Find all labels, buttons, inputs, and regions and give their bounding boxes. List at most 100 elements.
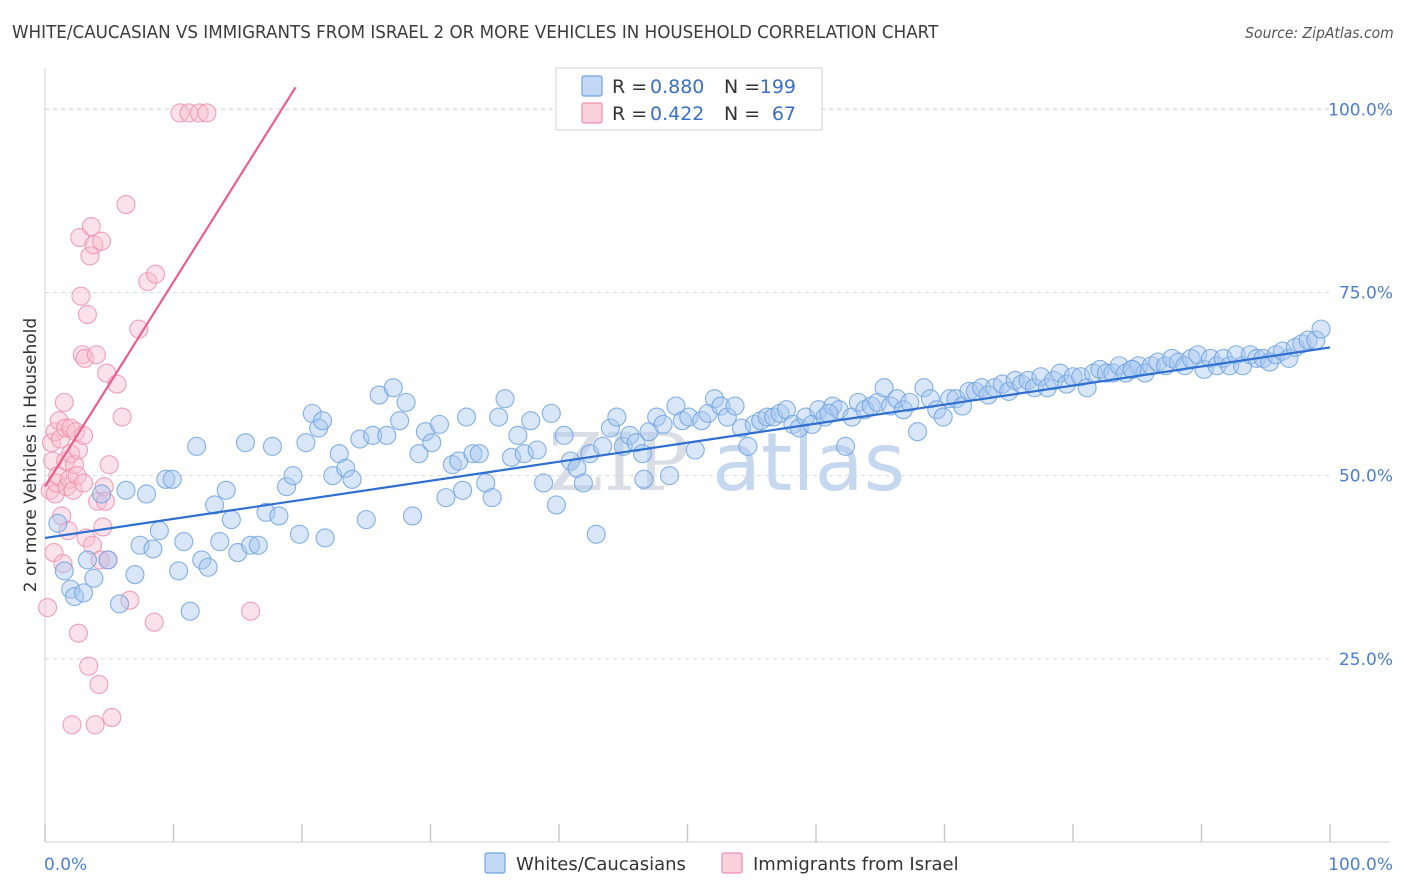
legend-swatch-whites-bottom (484, 852, 506, 874)
whites-point (98, 550, 118, 570)
whites-point (1122, 359, 1142, 379)
whites-point (248, 535, 268, 555)
whites-point (534, 473, 554, 493)
whites-point (1226, 345, 1246, 365)
whites-point (383, 378, 403, 398)
israel-point (189, 103, 209, 123)
whites-point (409, 444, 429, 464)
whites-point (541, 403, 561, 423)
whites-point (495, 389, 515, 409)
whites-point (514, 444, 534, 464)
whites-point (192, 550, 212, 570)
x-tick-label: 100.0% (1328, 855, 1393, 875)
whites-point (607, 407, 627, 427)
whites-point (626, 433, 646, 453)
whites-point (848, 392, 868, 412)
watermark: ZIP atlas (548, 416, 905, 509)
series-legend: Whites/Caucasians Immigrants from Israel (484, 852, 959, 875)
legend-r-value-whites: 0.880 (650, 76, 704, 98)
whites-point (836, 436, 856, 456)
whites-point (210, 532, 230, 552)
israel-point (120, 590, 140, 610)
whites-point (116, 480, 136, 500)
israel-point (91, 231, 112, 251)
whites-point (283, 466, 303, 486)
whites-point (880, 396, 901, 416)
whites-point (1018, 370, 1038, 390)
whites-point (1109, 356, 1129, 376)
whites-point (659, 466, 680, 486)
israel-point (94, 477, 114, 497)
whites-point (620, 425, 640, 445)
israel-point (53, 554, 73, 574)
israel-point (93, 517, 113, 537)
legend-swatch-israel-bottom (721, 852, 743, 874)
whites-point (74, 583, 94, 603)
y-axis-label: 2 or more Vehicles in Household (21, 318, 41, 592)
whites-point (456, 407, 477, 427)
whites-point (216, 480, 236, 500)
trend-lines (44, 86, 1331, 540)
legend-label-israel: Immigrants from Israel (753, 854, 959, 875)
whites-point (84, 568, 104, 588)
whites-point (54, 561, 74, 581)
whites-point (685, 440, 705, 460)
whites-point (586, 524, 606, 544)
legend-swatch-whites (581, 75, 603, 97)
whites-point (634, 469, 654, 489)
series-whites-points (48, 319, 1331, 621)
israel-point (86, 345, 106, 365)
whites-point (508, 425, 528, 445)
legend-n-value-israel: 67 (772, 103, 796, 125)
whites-point (527, 440, 547, 460)
israel-point (144, 612, 164, 632)
legend-n-label-israel: N = (724, 103, 760, 125)
whites-point (907, 422, 928, 442)
whites-point (422, 433, 442, 453)
israel-point (241, 601, 261, 621)
whites-point (315, 528, 335, 548)
whites-point (679, 407, 699, 427)
whites-point (429, 414, 450, 434)
israel-point (102, 707, 122, 727)
whites-point (692, 411, 712, 431)
israel-point (79, 656, 99, 676)
series-israel-points (38, 103, 261, 735)
israel-point (56, 418, 76, 438)
whites-point (482, 488, 502, 508)
israel-point (197, 103, 217, 123)
israel-point (116, 195, 136, 215)
israel-point (54, 392, 74, 412)
whites-point (1071, 367, 1091, 387)
whites-point (436, 488, 456, 508)
whites-point (313, 411, 333, 431)
whites-point (289, 524, 309, 544)
whites-point (1311, 319, 1331, 339)
israel-point (74, 473, 94, 493)
whites-point (336, 458, 356, 478)
whites-point (887, 389, 907, 409)
israel-point (89, 674, 109, 695)
whites-point (356, 510, 376, 530)
whites-point (501, 447, 522, 467)
legend-label-whites: Whites/Caucasians (516, 854, 686, 875)
whites-point (296, 433, 316, 453)
whites-point (1031, 367, 1051, 387)
israel-point (82, 535, 103, 555)
whites-point (48, 513, 68, 533)
whites-point (725, 396, 745, 416)
israel-point (138, 271, 158, 292)
chart-title: WHITE/CAUCASIAN VS IMMIGRANTS FROM ISRAE… (12, 22, 939, 43)
whites-point (363, 425, 383, 445)
whites-point (672, 411, 692, 431)
israel-point (80, 246, 100, 266)
israel-point (68, 440, 88, 460)
whites-point (1298, 330, 1318, 350)
whites-point (109, 594, 130, 614)
whites-point (738, 436, 758, 456)
whites-point (221, 510, 241, 530)
israel-point (63, 480, 83, 500)
whites-point (717, 407, 737, 427)
whites-point (809, 400, 829, 420)
x-tick-label: 0.0% (44, 855, 87, 875)
